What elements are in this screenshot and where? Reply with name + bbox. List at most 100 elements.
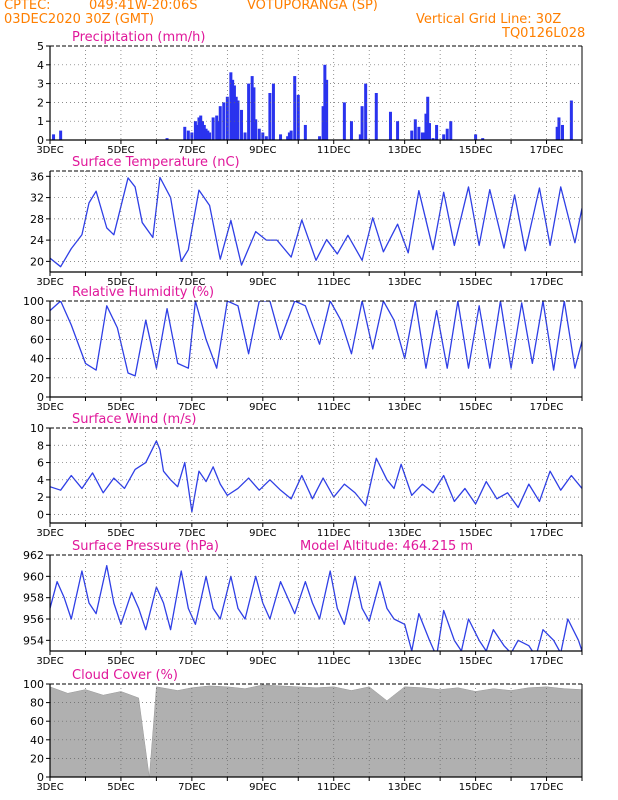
precip-bar <box>417 126 421 140</box>
precip-bar <box>303 124 307 140</box>
panel-title: Cloud Cover (%) <box>72 668 178 683</box>
precip-bar <box>222 102 226 140</box>
y-tick-label: 0 <box>37 771 44 784</box>
precip-bar <box>208 132 212 140</box>
precip-bar <box>293 76 297 140</box>
precip-bar <box>211 117 215 140</box>
series-line <box>50 565 582 651</box>
precip-bar <box>569 100 573 140</box>
y-tick-label: 6 <box>37 457 44 470</box>
x-tick-label: 17DEC <box>530 277 564 288</box>
x-tick-label: 17DEC <box>530 656 564 667</box>
x-tick-label: 7DEC <box>178 782 205 793</box>
y-tick-label: 958 <box>23 592 44 605</box>
y-tick-label: 36 <box>30 170 44 183</box>
y-tick-label: 4 <box>37 59 44 72</box>
precip-bar <box>229 72 233 140</box>
precip-bar <box>165 138 169 140</box>
cloud-cover-area <box>50 684 582 777</box>
precip-bar <box>234 96 238 140</box>
y-tick-label: 0 <box>37 134 44 147</box>
precip-bar <box>442 134 446 140</box>
x-tick-label: 5DEC <box>107 277 134 288</box>
precip-bar <box>271 83 275 140</box>
precip-bar <box>254 119 258 140</box>
precip-bar <box>252 87 256 140</box>
x-tick-label: 11DEC <box>317 528 351 539</box>
x-tick-label: 7DEC <box>178 277 205 288</box>
precip-bar <box>396 121 400 140</box>
precip-bar <box>286 136 290 140</box>
x-tick-label: 9DEC <box>249 277 276 288</box>
x-tick-label: 13DEC <box>388 782 422 793</box>
panel-title: Surface Temperature (nC) <box>72 155 240 170</box>
x-tick-label: 7DEC <box>178 145 205 156</box>
precip-bar <box>560 124 564 140</box>
y-tick-label: 60 <box>30 715 44 728</box>
precip-bar <box>374 93 378 140</box>
x-tick-label: 11DEC <box>317 145 351 156</box>
x-tick-label: 3DEC <box>36 782 63 793</box>
precip-bar <box>264 136 268 140</box>
x-tick-label: 3DEC <box>36 402 63 413</box>
series-line <box>50 176 582 268</box>
precip-bar <box>190 132 194 140</box>
y-tick-label: 960 <box>23 570 44 583</box>
init-time-label: 03DEC2020 30Z (GMT) <box>4 12 155 27</box>
precip-bar <box>59 130 63 140</box>
precip-bar <box>360 106 364 140</box>
y-tick-label: 3 <box>37 78 44 91</box>
precip-bar <box>204 128 208 140</box>
precip-bar <box>199 115 203 140</box>
x-tick-label: 3DEC <box>36 656 63 667</box>
precip-bar <box>555 126 559 140</box>
x-tick-label: 5DEC <box>107 656 134 667</box>
grid-note-label: Vertical Grid Line: 30Z <box>416 12 562 27</box>
precip-bar <box>435 124 439 140</box>
precip-bar <box>431 138 435 140</box>
x-tick-label: 17DEC <box>530 528 564 539</box>
y-tick-label: 80 <box>30 697 44 710</box>
precip-bar <box>216 121 220 140</box>
coordinates-label: 049:41W-20:06S <box>89 0 198 13</box>
precip-bar <box>195 124 199 140</box>
y-tick-label: 956 <box>23 613 44 626</box>
x-tick-label: 15DEC <box>459 782 493 793</box>
precip-bar <box>413 119 417 140</box>
x-tick-label: 15DEC <box>459 528 493 539</box>
x-tick-label: 11DEC <box>317 782 351 793</box>
series-line <box>50 301 582 377</box>
y-tick-label: 8 <box>37 439 44 452</box>
series-line <box>50 440 582 513</box>
precip-bar <box>52 134 56 140</box>
precip-bar <box>420 132 424 140</box>
y-tick-label: 60 <box>30 333 44 346</box>
precip-bar <box>445 128 449 140</box>
x-tick-label: 11DEC <box>317 402 351 413</box>
precip-bar <box>427 123 431 140</box>
y-tick-label: 2 <box>37 491 44 504</box>
x-tick-label: 11DEC <box>317 656 351 667</box>
x-tick-label: 3DEC <box>36 528 63 539</box>
x-tick-label: 5DEC <box>107 782 134 793</box>
y-tick-label: 5 <box>37 40 44 53</box>
precip-bar <box>197 117 201 140</box>
x-tick-label: 13DEC <box>388 528 422 539</box>
y-tick-label: 40 <box>30 353 44 366</box>
x-tick-label: 9DEC <box>249 528 276 539</box>
precip-bar <box>240 109 244 140</box>
location-label: VOTUPORANGA (SP) <box>247 0 378 13</box>
x-tick-label: 13DEC <box>388 145 422 156</box>
chart-header: CPTEC: 049:41W-20:06S VOTUPORANGA (SP) 0… <box>0 0 618 46</box>
x-tick-label: 17DEC <box>530 782 564 793</box>
precip-bar <box>250 76 254 140</box>
x-tick-label: 7DEC <box>178 402 205 413</box>
x-tick-label: 3DEC <box>36 145 63 156</box>
model-altitude-label: Model Altitude: 464.215 m <box>300 539 473 554</box>
x-tick-label: 5DEC <box>107 402 134 413</box>
x-tick-label: 7DEC <box>178 528 205 539</box>
precip-bar <box>268 93 272 140</box>
y-tick-label: 2 <box>37 96 44 109</box>
panel-title: Relative Humidity (%) <box>72 285 214 300</box>
y-tick-label: 80 <box>30 314 44 327</box>
